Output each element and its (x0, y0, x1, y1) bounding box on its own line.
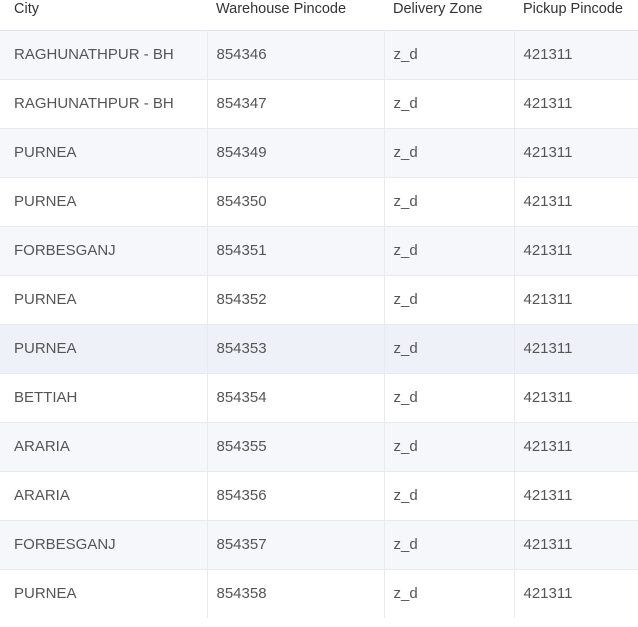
cell-city: RAGHUNATHPUR - BH (0, 29, 208, 79)
cell-city: ARARIA (0, 470, 208, 520)
cell-city: RAGHUNATHPUR - BH (0, 78, 208, 128)
cell-pickup-pincode: 421311 (514, 274, 638, 324)
cell-city: PURNEA (0, 568, 208, 618)
column-header-warehouse-pincode[interactable]: Warehouse Pincode (216, 1, 347, 17)
table-row[interactable]: BETTIAH 854354 z_d 421311 (0, 372, 638, 422)
table-row[interactable]: RAGHUNATHPUR - BH 854347 z_d 421311 (0, 78, 638, 128)
table-row[interactable]: PURNEA 854350 z_d 421311 (0, 176, 638, 226)
table-row[interactable]: PURNEA 854358 z_d 421311 (0, 568, 638, 618)
cell-warehouse-pincode: 854358 (207, 568, 385, 618)
column-header-pickup-pincode[interactable]: Pickup Pincode (523, 1, 623, 17)
cell-city: BETTIAH (0, 372, 208, 422)
cell-delivery-zone: z_d (384, 568, 515, 618)
table-row-hovered[interactable]: PURNEA 854353 z_d 421311 (0, 323, 638, 373)
cell-pickup-pincode: 421311 (514, 568, 638, 618)
cell-warehouse-pincode: 854357 (207, 519, 385, 569)
table-row[interactable]: ARARIA 854355 z_d 421311 (0, 421, 638, 471)
cell-delivery-zone: z_d (384, 78, 515, 128)
cell-warehouse-pincode: 854352 (207, 274, 385, 324)
cell-warehouse-pincode: 854347 (207, 78, 385, 128)
cell-delivery-zone: z_d (384, 519, 515, 569)
cell-delivery-zone: z_d (384, 470, 515, 520)
cell-city: PURNEA (0, 323, 208, 373)
cell-delivery-zone: z_d (384, 372, 515, 422)
cell-warehouse-pincode: 854351 (207, 225, 385, 275)
cell-pickup-pincode: 421311 (514, 421, 638, 471)
cell-delivery-zone: z_d (384, 274, 515, 324)
column-header-delivery-zone[interactable]: Delivery Zone (393, 1, 483, 17)
cell-warehouse-pincode: 854353 (207, 323, 385, 373)
cell-warehouse-pincode: 854355 (207, 421, 385, 471)
cell-warehouse-pincode: 854346 (207, 29, 385, 79)
cell-pickup-pincode: 421311 (514, 372, 638, 422)
table-body: RAGHUNATHPUR - BH 854346 z_d 421311 RAGH… (0, 29, 638, 618)
table-row[interactable]: PURNEA 854349 z_d 421311 (0, 127, 638, 177)
cell-pickup-pincode: 421311 (514, 470, 638, 520)
cell-delivery-zone: z_d (384, 225, 515, 275)
cell-city: PURNEA (0, 127, 208, 177)
table-row[interactable]: FORBESGANJ 854351 z_d 421311 (0, 225, 638, 275)
cell-pickup-pincode: 421311 (514, 225, 638, 275)
cell-delivery-zone: z_d (384, 323, 515, 373)
cell-city: PURNEA (0, 176, 208, 226)
table-row[interactable]: RAGHUNATHPUR - BH 854346 z_d 421311 (0, 29, 638, 79)
cell-city: FORBESGANJ (0, 519, 208, 569)
table-row[interactable]: PURNEA 854352 z_d 421311 (0, 274, 638, 324)
cell-pickup-pincode: 421311 (514, 323, 638, 373)
cell-pickup-pincode: 421311 (514, 78, 638, 128)
cell-delivery-zone: z_d (384, 29, 515, 79)
cell-warehouse-pincode: 854350 (207, 176, 385, 226)
cell-warehouse-pincode: 854349 (207, 127, 385, 177)
cell-pickup-pincode: 421311 (514, 176, 638, 226)
column-header-city[interactable]: City (14, 1, 39, 17)
cell-city: PURNEA (0, 274, 208, 324)
cell-city: ARARIA (0, 421, 208, 471)
table-header-row: City Warehouse Pincode Delivery Zone Pic… (0, 0, 638, 30)
cell-delivery-zone: z_d (384, 421, 515, 471)
cell-pickup-pincode: 421311 (514, 519, 638, 569)
table-row[interactable]: ARARIA 854356 z_d 421311 (0, 470, 638, 520)
cell-delivery-zone: z_d (384, 176, 515, 226)
cell-pickup-pincode: 421311 (514, 29, 638, 79)
cell-delivery-zone: z_d (384, 127, 515, 177)
cell-city: FORBESGANJ (0, 225, 208, 275)
cell-pickup-pincode: 421311 (514, 127, 638, 177)
cell-warehouse-pincode: 854354 (207, 372, 385, 422)
table-header: City Warehouse Pincode Delivery Zone Pic… (0, 0, 638, 30)
cell-warehouse-pincode: 854356 (207, 470, 385, 520)
table-row[interactable]: FORBESGANJ 854357 z_d 421311 (0, 519, 638, 569)
